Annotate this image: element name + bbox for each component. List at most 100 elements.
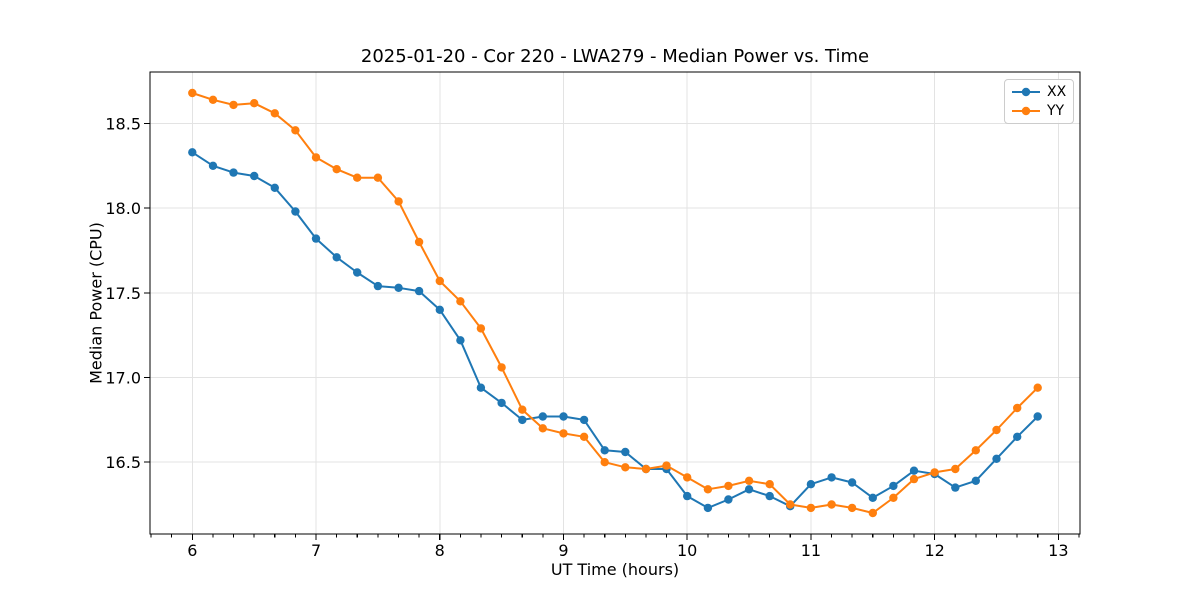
chart-title: 2025-01-20 - Cor 220 - LWA279 - Median P…	[360, 46, 870, 67]
series-yy-marker	[538, 424, 547, 433]
legend-line-marker-icon	[1011, 86, 1041, 98]
x-axis-label: UT Time (hours)	[550, 560, 680, 579]
series-yy-marker	[600, 458, 609, 467]
series-xx-line	[191, 151, 1039, 509]
x-tick-label-6: 6	[187, 541, 197, 560]
series-yy-marker	[435, 276, 444, 286]
series-yy-marker	[270, 109, 279, 118]
series-xx-marker	[456, 336, 465, 345]
series-xx-marker	[435, 305, 444, 314]
series-yy-marker	[229, 100, 238, 110]
series-xx-marker	[497, 398, 506, 408]
series-xx-marker	[353, 268, 362, 277]
series-yy-marker	[311, 153, 321, 162]
series-xx-marker	[332, 253, 341, 262]
series-yy-marker	[1033, 383, 1042, 392]
series-xx-marker	[765, 491, 774, 501]
series-yy-marker	[847, 503, 857, 513]
series-xx-marker	[827, 473, 836, 482]
series-yy-marker	[930, 468, 939, 477]
legend-line-marker-icon	[1011, 105, 1041, 117]
series-yy-marker	[250, 99, 259, 108]
series-xx-marker	[951, 483, 960, 492]
series-xx-marker	[518, 415, 527, 425]
series-xx-marker	[250, 171, 259, 181]
series-xx-marker	[971, 476, 980, 485]
series-yy-marker	[951, 464, 960, 474]
series-yy-marker	[497, 363, 506, 372]
series-yy-marker	[641, 464, 651, 474]
series-yy-marker	[291, 126, 300, 135]
series-yy-marker	[414, 237, 424, 247]
series-xx-marker	[229, 168, 238, 177]
series-xx-marker	[600, 446, 609, 455]
axis-ticks	[144, 122, 1080, 540]
series-yy-marker	[476, 324, 486, 333]
gridlines	[150, 72, 1080, 534]
series-yy-marker	[786, 500, 795, 509]
x-tick-label-10: 10	[677, 541, 697, 560]
x-tick-label-13: 13	[1048, 541, 1068, 560]
series-xx-marker	[683, 491, 692, 501]
series-xx-marker	[311, 234, 321, 243]
series-xx-marker	[188, 148, 197, 157]
series-yy-marker	[744, 476, 754, 485]
plot-border	[149, 71, 1081, 535]
series-yy-marker	[394, 197, 403, 206]
series-xx-marker	[909, 466, 919, 475]
series-yy-marker	[827, 500, 836, 509]
series-yy-marker	[909, 474, 919, 484]
y-tick-label-17.0: 17.0	[105, 369, 141, 388]
series-xx-marker	[703, 503, 713, 513]
x-tick-label-9: 9	[558, 541, 568, 560]
series-yy-marker	[621, 463, 630, 472]
series-yy-marker	[683, 473, 692, 482]
y-tick-label-18.5: 18.5	[105, 114, 141, 133]
series-xx-marker	[270, 183, 279, 192]
series-xx-marker	[291, 207, 300, 216]
series-yy-marker	[353, 173, 362, 182]
x-tick-label-11: 11	[801, 541, 821, 560]
series-yy-marker	[765, 480, 774, 489]
series-yy-marker	[889, 493, 898, 502]
series-yy-marker	[208, 95, 218, 105]
y-tick-labels: 16.5 17.0 17.5 18.0 18.5	[105, 114, 141, 472]
x-tick-label-7: 7	[311, 541, 321, 560]
series-xx-marker	[559, 412, 568, 421]
series-xx-marker	[724, 495, 733, 504]
legend-label: XX	[1047, 84, 1067, 101]
series-yy-marker	[188, 88, 197, 98]
series-yy-marker	[662, 461, 671, 470]
series-yy-marker	[579, 432, 589, 441]
series-yy-marker	[518, 405, 527, 414]
series-xx-marker	[889, 481, 898, 491]
series-xx-marker	[579, 415, 589, 425]
x-tick-labels: 6 7 8 9 10 11 12 13	[187, 541, 1068, 560]
y-tick-label-16.5: 16.5	[105, 453, 141, 472]
series-yy-marker	[971, 446, 980, 455]
legend-entry-xx: XX	[1011, 83, 1067, 101]
x-tick-label-8: 8	[435, 541, 445, 560]
series-yy-marker	[373, 173, 383, 182]
series-yy	[188, 88, 1042, 518]
legend-entry-yy: YY	[1011, 102, 1067, 120]
y-axis-label: Median Power (CPU)	[86, 222, 106, 384]
y-tick-label-17.5: 17.5	[105, 284, 141, 303]
series-xx-marker	[868, 493, 877, 502]
y-tick-label-18.0: 18.0	[105, 199, 141, 218]
series-xx-marker	[208, 161, 218, 170]
series-yy-marker	[456, 297, 465, 306]
series-yy-marker	[703, 485, 713, 494]
series-xx-marker	[414, 286, 424, 296]
series-yy-marker	[332, 165, 341, 174]
series-xx-marker	[806, 480, 816, 489]
x-tick-label-12: 12	[924, 541, 944, 560]
series-xx-marker	[992, 454, 1001, 463]
series-yy-marker	[724, 481, 733, 491]
legend: XX YY	[1004, 79, 1074, 124]
series-yy-marker	[559, 429, 568, 438]
series-xx-marker	[1033, 412, 1042, 421]
series-xx-marker	[476, 383, 486, 392]
